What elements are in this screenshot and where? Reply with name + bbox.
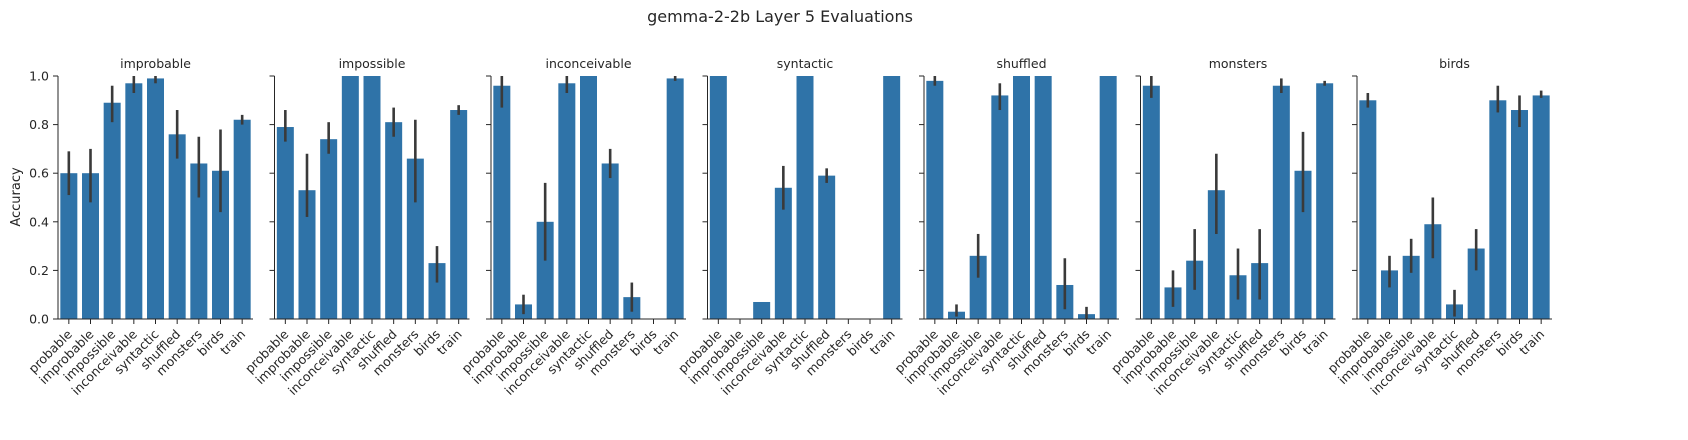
bar-train [450, 110, 468, 320]
bar-monsters [1272, 85, 1290, 319]
y-axis-label: Accuracy [9, 167, 24, 227]
bar-probable [60, 173, 78, 319]
subplot-monsters: monstersprobableimprobableimpossibleinco… [1108, 56, 1336, 398]
bar-train [666, 78, 684, 320]
x-tick-label-train: train [1300, 327, 1331, 358]
figure-title: gemma-2-2b Layer 5 Evaluations [647, 7, 913, 26]
x-tick-label-train: train [650, 327, 681, 358]
y-tick-label: 0.4 [29, 214, 49, 229]
bar-probable [276, 127, 294, 319]
bar-impossible [103, 102, 121, 319]
subplot-title: impossible [339, 56, 406, 71]
x-tick-label-train: train [217, 327, 248, 358]
bar-impossible [753, 301, 771, 319]
bar-improbable [82, 173, 99, 319]
bar-impossible [536, 221, 554, 319]
bar-syntactic [147, 78, 164, 320]
bar-birds [428, 263, 446, 319]
subplot-title: improbable [120, 56, 191, 71]
y-tick-label: 1.0 [29, 69, 49, 84]
x-tick-label-train: train [434, 327, 465, 358]
bar-shuffled [1034, 76, 1052, 319]
subplot-birds: birdsprobableimprobableimpossibleinconce… [1324, 56, 1552, 398]
bar-monsters [1489, 100, 1507, 319]
bar-inconceivable [774, 187, 792, 319]
bar-improbable [298, 190, 316, 319]
bar-train [1316, 83, 1334, 319]
x-tick-label-train: train [867, 327, 898, 358]
bar-impossible [1402, 255, 1420, 319]
y-tick-label: 0.2 [29, 263, 49, 278]
x-tick-label-train: train [1083, 327, 1114, 358]
bar-monsters [190, 163, 208, 319]
subplot-inconceivable: inconceivableprobableimprobableimpossibl… [458, 56, 686, 398]
subplot-title: inconceivable [545, 56, 631, 71]
bar-train [1099, 76, 1117, 319]
bar-birds [1511, 110, 1528, 320]
bar-inconceivable [125, 83, 143, 319]
subplot-syntactic: syntacticprobableimprobableimpossibleinc… [675, 56, 903, 398]
y-tick-label: 0.8 [29, 117, 49, 132]
bar-probable [926, 80, 944, 319]
bar-inconceivable [558, 83, 576, 319]
bar-improbable [1381, 270, 1398, 319]
subplot-title: monsters [1209, 56, 1268, 71]
subplot-improbable: improbable0.00.20.40.60.81.0probableimpr… [25, 56, 253, 398]
bar-monsters [406, 158, 424, 319]
bar-inconceivable [341, 76, 359, 319]
bar-syntactic [363, 76, 381, 319]
y-tick-label: 0.6 [29, 166, 49, 181]
bar-train [233, 119, 251, 320]
x-tick-label-train: train [1516, 327, 1547, 358]
subplot-title: syntactic [777, 56, 834, 71]
y-tick-label: 0.0 [29, 312, 49, 327]
bar-shuffled [1467, 248, 1485, 319]
bar-inconceivable [1207, 190, 1225, 319]
bar-impossible [969, 255, 987, 319]
bar-impossible [320, 139, 338, 319]
bar-syntactic [796, 76, 814, 319]
bar-train [883, 76, 901, 319]
bar-probable [1142, 85, 1160, 319]
bar-probable [709, 76, 727, 319]
bar-birds [1294, 170, 1312, 319]
bar-shuffled [168, 134, 186, 319]
subplot-title: birds [1439, 56, 1470, 71]
bar-shuffled [385, 122, 403, 319]
bar-probable [1359, 100, 1377, 319]
subplot-title: shuffled [996, 56, 1046, 71]
bar-probable [493, 85, 511, 319]
subplot-shuffled: shuffledprobableimprobableimpossibleinco… [891, 56, 1119, 398]
bar-shuffled [601, 163, 619, 319]
bar-inconceivable [991, 95, 1009, 319]
bar-syntactic [1013, 76, 1030, 319]
panels: improbable0.00.20.40.60.81.0probableimpr… [25, 56, 1552, 398]
bar-birds [212, 170, 229, 319]
subplot-impossible: impossibleprobableimprobableimpossiblein… [242, 56, 470, 398]
bar-inconceivable [1424, 224, 1442, 319]
bar-shuffled [818, 175, 836, 319]
bar-train [1532, 95, 1550, 319]
bar-syntactic [580, 76, 597, 319]
